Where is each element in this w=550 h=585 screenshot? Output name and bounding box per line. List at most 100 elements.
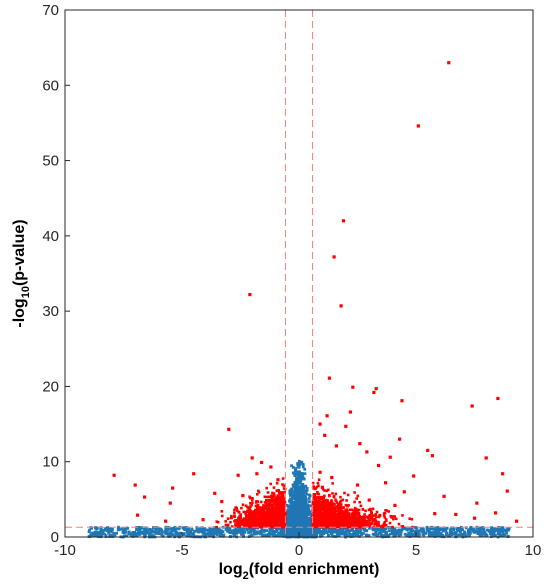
data-point-significant — [336, 516, 339, 520]
data-point-nonsignificant — [286, 508, 290, 511]
data-point-nonsignificant — [219, 529, 222, 533]
data-point-nonsignificant — [154, 531, 158, 535]
data-point-significant — [230, 525, 234, 528]
data-point-nonsignificant — [339, 529, 343, 533]
data-point-nonsignificant — [352, 533, 355, 537]
data-point-nonsignificant — [417, 534, 421, 538]
data-point-nonsignificant — [483, 534, 487, 538]
data-point-nonsignificant — [305, 487, 309, 490]
data-point-significant — [353, 500, 356, 504]
data-point-significant — [269, 519, 273, 523]
data-point-significant — [335, 519, 338, 523]
data-point-nonsignificant — [410, 529, 414, 533]
data-point-significant — [316, 506, 319, 509]
data-point-nonsignificant — [156, 527, 159, 531]
data-point-nonsignificant — [115, 531, 119, 535]
data-point-nonsignificant — [393, 529, 397, 533]
data-point-significant — [277, 488, 280, 492]
data-point-significant — [260, 506, 263, 509]
data-point-nonsignificant — [293, 480, 297, 484]
data-point-significant — [273, 497, 276, 500]
data-point-significant — [387, 510, 391, 513]
data-point-significant — [323, 519, 326, 523]
data-point-significant — [267, 505, 270, 508]
data-point-significant — [320, 522, 323, 526]
data-point-nonsignificant — [124, 530, 128, 534]
data-point-nonsignificant — [208, 531, 212, 535]
data-point-significant — [326, 525, 329, 529]
data-point-nonsignificant — [432, 533, 435, 537]
data-point-significant — [364, 523, 367, 527]
data-point-nonsignificant — [256, 531, 260, 535]
data-point-nonsignificant — [298, 506, 302, 510]
data-point-significant — [331, 521, 335, 525]
data-point-significant — [244, 514, 248, 517]
data-point-significant — [329, 524, 332, 527]
data-point-significant — [262, 512, 266, 515]
data-point-nonsignificant — [307, 508, 311, 512]
data-point-nonsignificant — [153, 526, 157, 530]
data-point-significant — [322, 523, 325, 527]
data-point-nonsignificant — [178, 533, 182, 537]
data-point-significant — [267, 503, 271, 506]
data-point-significant — [280, 525, 284, 529]
data-point-significant — [220, 514, 224, 518]
data-point-significant — [256, 503, 260, 507]
data-point-nonsignificant — [296, 512, 300, 515]
data-point-significant — [326, 501, 330, 504]
data-point-nonsignificant — [176, 534, 180, 538]
data-point-nonsignificant — [195, 526, 199, 530]
data-point-nonsignificant — [439, 531, 443, 535]
data-point-significant — [337, 510, 340, 514]
data-point-nonsignificant — [146, 531, 150, 535]
data-point-significant — [319, 511, 322, 515]
data-point-nonsignificant — [233, 533, 237, 537]
data-point-nonsignificant — [302, 535, 306, 538]
data-point-significant — [321, 519, 324, 522]
data-point-significant — [332, 523, 336, 527]
data-point-nonsignificant — [501, 532, 505, 535]
data-point-significant — [277, 513, 281, 517]
data-point-significant — [252, 510, 256, 513]
data-point-significant — [271, 519, 275, 523]
data-point-significant — [328, 518, 332, 522]
data-point-nonsignificant — [440, 534, 444, 537]
data-point-significant — [369, 517, 373, 520]
data-point-nonsignificant — [384, 531, 388, 534]
data-point-nonsignificant — [220, 532, 223, 536]
data-point-significant — [385, 509, 389, 512]
data-point-significant — [377, 520, 380, 524]
data-point-significant — [247, 519, 251, 523]
data-point-significant — [392, 515, 395, 518]
data-point-nonsignificant — [304, 498, 308, 502]
data-point-nonsignificant — [298, 475, 302, 479]
data-point-nonsignificant — [151, 530, 154, 534]
data-point-nonsignificant — [297, 478, 301, 481]
data-point-nonsignificant — [479, 526, 482, 530]
data-point-significant — [267, 518, 271, 522]
data-point-significant — [371, 519, 375, 523]
data-point-significant — [322, 507, 326, 511]
data-point-nonsignificant — [142, 530, 145, 534]
data-point-significant — [242, 510, 246, 514]
data-point-nonsignificant — [280, 532, 284, 536]
data-point-significant — [311, 486, 315, 490]
data-point-significant — [267, 508, 271, 512]
data-point-significant — [370, 522, 374, 525]
data-point-nonsignificant — [293, 472, 296, 476]
data-point-nonsignificant — [496, 532, 500, 536]
data-point-significant — [315, 485, 319, 489]
data-point-significant — [280, 505, 284, 508]
data-point-significant — [275, 513, 278, 517]
data-point-nonsignificant — [393, 531, 397, 535]
data-point-significant — [252, 524, 256, 527]
data-point-significant — [239, 519, 243, 522]
data-point-nonsignificant — [263, 533, 267, 537]
data-point-nonsignificant — [106, 528, 110, 531]
data-point-significant — [323, 494, 326, 498]
data-point-nonsignificant — [319, 535, 323, 538]
data-point-significant — [283, 518, 286, 522]
data-point-significant — [381, 525, 385, 529]
data-point-significant — [270, 512, 274, 516]
data-point-significant — [353, 491, 356, 494]
